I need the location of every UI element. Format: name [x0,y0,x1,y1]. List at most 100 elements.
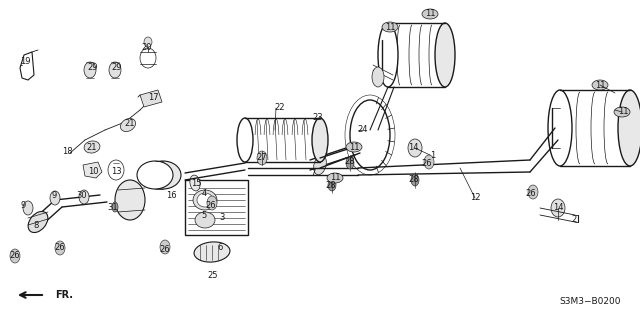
Ellipse shape [422,9,438,19]
Text: 21: 21 [87,142,97,151]
Text: 29: 29 [112,64,122,73]
Ellipse shape [55,241,65,255]
Polygon shape [20,52,34,80]
Ellipse shape [548,90,572,166]
Ellipse shape [618,90,640,166]
Text: 21: 21 [125,119,135,128]
Ellipse shape [195,212,215,228]
Ellipse shape [350,100,390,170]
Text: 17: 17 [148,93,158,102]
Text: 9: 9 [20,202,26,211]
Ellipse shape [207,196,217,210]
Text: 14: 14 [408,142,419,151]
Ellipse shape [314,155,326,175]
Text: 5: 5 [202,211,207,219]
Ellipse shape [257,151,267,165]
Text: 11: 11 [595,80,605,89]
Ellipse shape [140,48,156,68]
Polygon shape [83,162,102,178]
Ellipse shape [160,240,170,254]
Ellipse shape [115,180,145,220]
Text: 13: 13 [111,168,122,176]
Text: 8: 8 [33,220,38,230]
Text: 4: 4 [202,189,207,197]
Polygon shape [185,180,248,235]
Text: 7: 7 [310,169,316,178]
Ellipse shape [194,242,230,262]
Text: 11: 11 [618,107,628,116]
Ellipse shape [424,155,434,169]
Text: 28: 28 [345,157,355,167]
Text: 11: 11 [425,10,435,18]
Text: 9: 9 [51,191,56,201]
Ellipse shape [28,211,48,232]
Ellipse shape [346,157,354,169]
Ellipse shape [84,62,96,78]
Text: 15: 15 [191,179,201,189]
Ellipse shape [372,67,384,87]
Ellipse shape [79,190,89,204]
Text: 31: 31 [108,203,118,211]
Ellipse shape [108,160,124,180]
Text: 24: 24 [358,126,368,135]
Ellipse shape [145,161,181,189]
Text: 18: 18 [61,148,72,156]
Text: 11: 11 [385,23,396,31]
Text: 29: 29 [88,64,99,73]
Ellipse shape [237,118,253,162]
Text: 26: 26 [525,189,536,197]
Text: 1: 1 [430,150,436,160]
Text: 12: 12 [470,193,480,203]
Polygon shape [140,90,162,107]
Ellipse shape [144,37,152,47]
Text: 26: 26 [160,245,170,253]
Ellipse shape [312,118,328,162]
Ellipse shape [327,173,343,183]
Text: 26: 26 [10,252,20,260]
Text: 26: 26 [205,201,216,210]
Ellipse shape [411,174,419,186]
Text: 26: 26 [54,244,65,252]
Text: 11: 11 [330,174,340,183]
Ellipse shape [528,185,538,199]
Text: 2: 2 [572,216,577,225]
Ellipse shape [23,201,33,215]
Text: 23: 23 [313,114,323,122]
Text: 16: 16 [166,190,176,199]
Text: 25: 25 [208,271,218,280]
Text: 10: 10 [88,168,99,176]
Text: 30: 30 [77,190,87,199]
Text: 19: 19 [20,58,30,66]
Ellipse shape [50,191,60,205]
Ellipse shape [84,141,100,153]
Ellipse shape [197,193,213,207]
Ellipse shape [109,62,121,78]
Ellipse shape [190,175,200,191]
Ellipse shape [614,107,630,117]
Text: 28: 28 [409,176,419,184]
Text: 3: 3 [220,213,225,223]
Ellipse shape [328,179,336,191]
Text: S3M3−B0200: S3M3−B0200 [559,297,621,306]
Text: 22: 22 [275,103,285,113]
Text: 14: 14 [553,204,563,212]
Text: 11: 11 [349,142,359,151]
Ellipse shape [408,139,422,157]
Ellipse shape [346,142,362,152]
Text: 26: 26 [422,158,432,168]
Ellipse shape [120,118,136,132]
Ellipse shape [551,199,565,217]
Ellipse shape [10,249,20,263]
Ellipse shape [137,161,173,189]
Ellipse shape [378,23,398,87]
Ellipse shape [592,80,608,90]
Text: 6: 6 [218,244,223,252]
Ellipse shape [435,23,455,87]
Text: 20: 20 [141,44,152,52]
Ellipse shape [112,202,118,212]
Ellipse shape [382,22,398,32]
Text: 27: 27 [257,154,268,162]
Text: 28: 28 [326,181,336,190]
Text: FR.: FR. [55,290,73,300]
Ellipse shape [193,190,217,210]
